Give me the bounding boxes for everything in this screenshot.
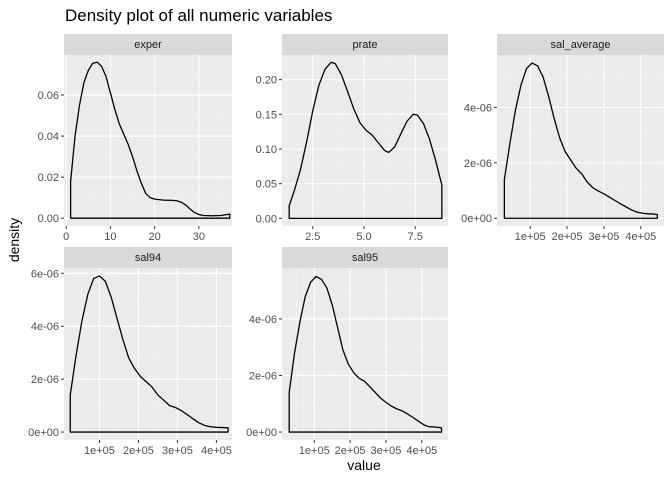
x-tick-label: 3e+05 [371,445,402,457]
y-tick-label: 4e-06 [464,102,492,114]
x-tick-label: 2e+05 [123,445,154,457]
x-tick-label: 7.5 [408,231,423,243]
y-tick-label: 4e-06 [31,321,59,333]
panel-strip [64,34,232,55]
y-tick-label: 0.00 [38,213,59,225]
panel-prate: prate 2.5 5.0 7.5 0.00 0.05 0.10 0.15 0.20 [256,34,448,243]
panel-sal95: sal95 1e+05 2e+05 3e+05 4e+05 0e+00 2e-06 4e-06 [246,247,448,457]
y-axis-title: density [6,218,22,262]
y-tick-label: 0.04 [38,131,59,143]
panel-strip [282,247,448,268]
panel-background [64,55,232,226]
x-tick-label: 3e+05 [162,445,193,457]
y-tick-label: 2e-06 [464,158,492,170]
x-tick-label: 10 [104,231,116,243]
y-tick-label: 2e-06 [249,371,277,383]
y-tick-label: 0.06 [38,90,59,102]
x-tick-label: 1e+05 [515,231,546,243]
facet-panels: exper 0 10 20 30 0.00 0.02 0.04 0.06 prate 2.5 5.0 7… [28,34,664,457]
panel-strip [497,34,664,55]
strip-label: exper [134,39,162,51]
panel-strip [282,34,448,55]
x-tick-label: 4e+05 [625,231,656,243]
strip-label: sal_average [551,39,611,51]
y-tick-label: 0.20 [256,75,277,87]
panel-strip [64,247,232,268]
y-tick-label: 0.00 [256,213,277,225]
density-curve-exper [69,61,231,219]
y-tick-label: 4e-06 [249,314,277,326]
x-tick-label: 4e+05 [406,445,437,457]
y-tick-label: 0e+00 [461,213,492,225]
x-tick-label: 5.0 [356,231,371,243]
y-tick-label: 6e-06 [31,268,59,280]
panel-background [64,268,232,440]
strip-label: prate [352,39,377,51]
x-tick-label: 1e+05 [299,445,330,457]
panel-sal_average: sal_average 1e+05 2e+05 3e+05 4e+05 0e+00 2e-0… [461,34,664,243]
x-tick-label: 20 [149,231,161,243]
y-tick-label: 0.05 [256,179,277,191]
y-tick-label: 0e+00 [28,427,59,439]
strip-label: sal95 [352,252,378,264]
x-tick-label: 2e+05 [335,445,366,457]
density-curve-sal94 [69,275,229,433]
panel-exper: exper 0 10 20 30 0.00 0.02 0.04 0.06 [38,34,232,243]
x-tick-label: 2.5 [305,231,320,243]
y-tick-label: 0.15 [256,109,277,121]
y-tick-label: 0.02 [38,172,59,184]
chart-title: Density plot of all numeric variables [65,6,332,25]
density-curve-sal_average [503,62,659,219]
panel-sal94: sal94 1e+05 2e+05 3e+05 4e+05 0e+00 2e-06 4e-06… [28,247,232,457]
x-tick-label: 1e+05 [84,445,115,457]
x-tick-label: 3e+05 [588,231,619,243]
density-curve-sal95 [288,275,443,433]
x-axis-title: value [347,457,381,473]
x-tick-label: 4e+05 [201,445,232,457]
panel-background [282,55,448,226]
density-curve-prate [288,61,443,220]
x-tick-label: 2e+05 [552,231,583,243]
panel-background [282,268,448,440]
y-tick-label: 0.10 [256,144,277,156]
y-tick-label: 2e-06 [31,374,59,386]
strip-label: sal94 [135,252,161,264]
panel-background [497,55,664,226]
x-tick-label: 0 [63,231,69,243]
x-tick-label: 30 [193,231,205,243]
y-tick-label: 0e+00 [246,427,277,439]
